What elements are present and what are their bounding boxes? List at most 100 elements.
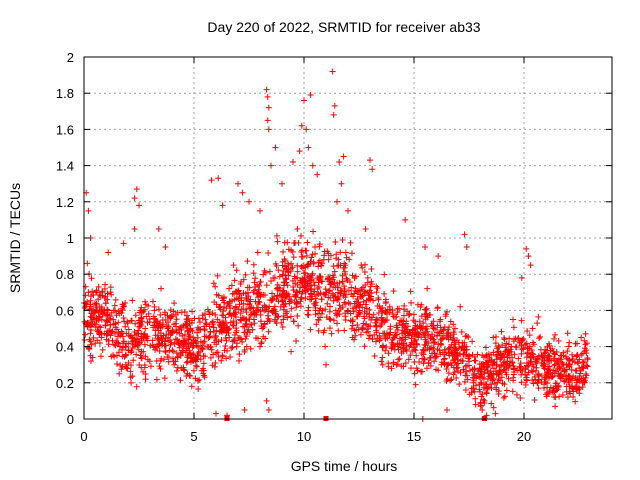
data-point <box>390 359 397 366</box>
data-point <box>329 290 336 297</box>
data-point <box>426 355 433 362</box>
data-point <box>378 321 385 328</box>
data-point <box>302 269 309 276</box>
data-point <box>368 290 375 297</box>
data-point <box>256 343 263 350</box>
data-point <box>137 352 144 359</box>
data-point <box>130 357 137 364</box>
data-point <box>330 297 337 304</box>
data-point <box>155 341 162 348</box>
data-point <box>412 325 419 332</box>
data-point <box>102 293 109 300</box>
data-point <box>193 342 200 349</box>
data-point <box>495 348 502 355</box>
data-point <box>481 369 488 376</box>
data-point <box>257 293 264 300</box>
data-point <box>258 322 265 329</box>
data-point <box>127 332 134 339</box>
data-point <box>308 282 315 289</box>
data-point <box>178 323 185 330</box>
data-point <box>90 307 97 314</box>
data-point <box>495 387 502 394</box>
data-point <box>239 338 246 345</box>
data-point <box>117 331 124 338</box>
data-point <box>295 239 302 246</box>
data-point <box>266 268 273 275</box>
data-point <box>165 319 172 326</box>
data-point <box>192 337 199 344</box>
data-point <box>297 277 304 284</box>
data-point <box>223 337 230 344</box>
data-point <box>164 353 171 360</box>
data-point <box>498 354 505 361</box>
data-point <box>478 393 485 400</box>
data-point <box>233 319 240 326</box>
data-point <box>352 332 359 339</box>
data-point <box>104 306 111 313</box>
data-point <box>334 320 341 327</box>
data-point <box>171 300 178 307</box>
data-point <box>240 290 247 297</box>
data-point <box>107 284 114 291</box>
data-point <box>523 374 530 381</box>
data-point <box>120 240 127 247</box>
data-point <box>566 362 573 369</box>
data-point <box>275 313 282 320</box>
data-point <box>369 166 376 173</box>
data-point <box>276 285 283 292</box>
data-point <box>254 281 261 288</box>
data-point <box>542 379 549 386</box>
data-point <box>461 339 468 346</box>
data-point <box>157 357 164 364</box>
data-point <box>410 317 417 324</box>
x-tick-label: 0 <box>80 429 87 444</box>
data-point <box>87 303 94 310</box>
data-point <box>89 288 96 295</box>
data-point <box>310 228 317 235</box>
data-point <box>181 367 188 374</box>
data-point <box>463 368 470 375</box>
data-point <box>263 304 270 311</box>
data-point <box>569 385 576 392</box>
data-point <box>253 307 260 314</box>
data-point <box>156 321 163 328</box>
data-point <box>385 363 392 370</box>
data-point <box>163 331 170 338</box>
data-point <box>193 363 200 370</box>
data-point <box>505 341 512 348</box>
data-point <box>378 314 385 321</box>
data-point <box>552 361 559 368</box>
data-point <box>279 180 285 187</box>
data-point <box>294 225 301 232</box>
data-point <box>413 352 420 359</box>
data-point <box>418 301 425 308</box>
data-point <box>219 202 226 209</box>
data-point <box>136 323 143 330</box>
data-point <box>434 304 441 311</box>
data-point <box>298 249 305 255</box>
data-point <box>243 333 250 340</box>
data-point <box>359 292 366 299</box>
data-point <box>192 354 199 361</box>
data-point <box>419 329 426 336</box>
data-point <box>206 323 213 330</box>
data-point <box>298 263 305 270</box>
data-point <box>287 313 294 320</box>
data-point <box>482 381 489 388</box>
data-point <box>555 360 562 367</box>
data-point <box>129 338 136 345</box>
data-point <box>450 350 457 357</box>
data-point <box>379 344 386 351</box>
data-point <box>127 349 134 356</box>
data-point <box>243 343 250 350</box>
data-point <box>176 344 183 351</box>
data-point <box>336 302 343 309</box>
data-point <box>231 331 238 338</box>
data-point <box>198 345 205 352</box>
data-point <box>393 331 400 338</box>
data-point <box>530 363 537 370</box>
data-point <box>298 232 305 239</box>
data-point <box>188 383 195 390</box>
data-point <box>469 374 476 381</box>
data-point <box>230 262 237 269</box>
